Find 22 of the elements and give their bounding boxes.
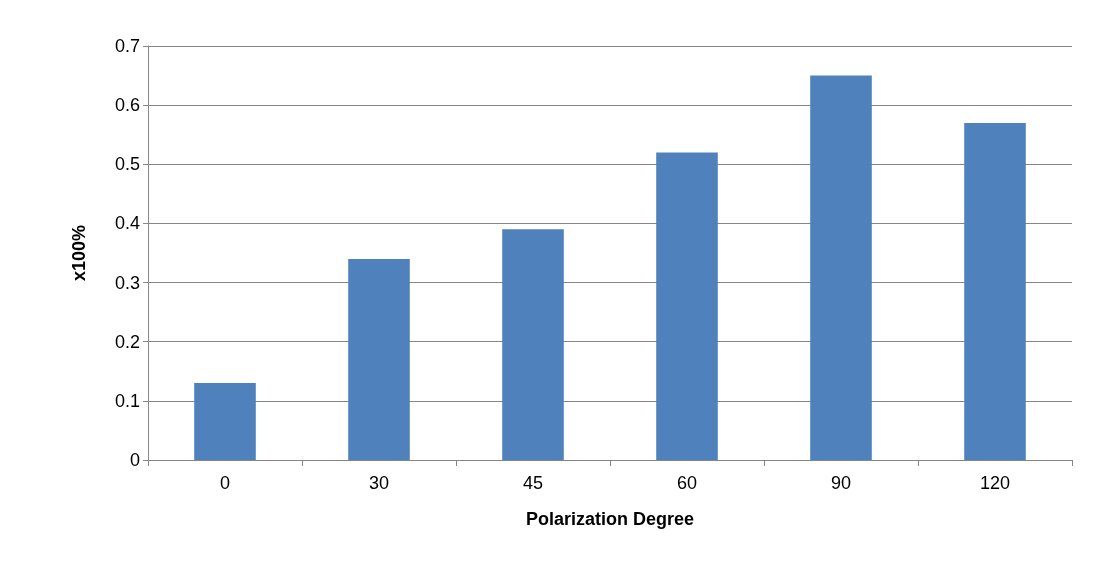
y-tick-label: 0	[129, 450, 140, 470]
x-tick-label: 90	[830, 473, 852, 493]
y-tick-label: 0.5	[114, 154, 140, 175]
y-axis-title: x100%	[69, 224, 89, 282]
x-tick-label: 30	[368, 473, 390, 493]
y-tick-label: 0.1	[114, 390, 140, 411]
bar	[502, 229, 564, 460]
bar	[194, 383, 256, 460]
bar	[810, 75, 872, 460]
y-tick-label: 0.6	[114, 95, 140, 116]
x-axis-title: Polarization Degree	[525, 509, 695, 529]
y-tick-label: 0.4	[114, 213, 140, 234]
x-tick-label: 45	[522, 473, 544, 493]
x-tick-label: 60	[676, 473, 698, 493]
x-tick-label: 0	[219, 473, 231, 493]
bar	[656, 152, 718, 460]
y-tick-label: 0.7	[114, 36, 140, 56]
bar	[348, 258, 410, 460]
y-tick-label: 0.3	[114, 272, 140, 293]
bar	[964, 122, 1026, 460]
x-tick-label: 120	[979, 473, 1011, 493]
y-tick-label: 0.2	[114, 331, 140, 352]
